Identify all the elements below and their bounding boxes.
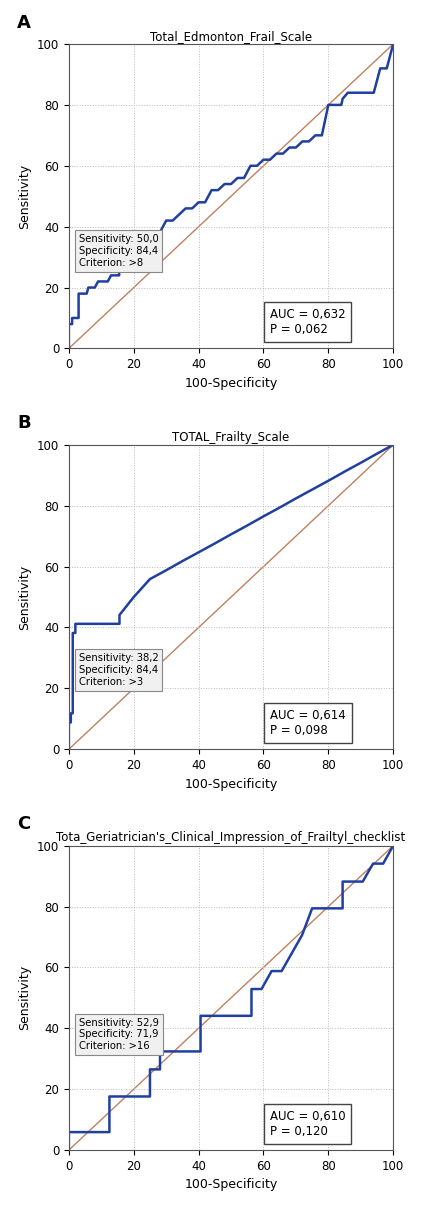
Text: AUC = 0,632
P = 0,062: AUC = 0,632 P = 0,062: [270, 308, 346, 336]
Text: AUC = 0,614
P = 0,098: AUC = 0,614 P = 0,098: [270, 709, 346, 737]
Text: B: B: [17, 414, 31, 432]
X-axis label: 100-Specificity: 100-Specificity: [184, 377, 278, 390]
Text: Sensitivity: 38,2
Specificity: 84,4
Criterion: >3: Sensitivity: 38,2 Specificity: 84,4 Crit…: [79, 654, 158, 686]
Title: Total_Edmonton_Frail_Scale: Total_Edmonton_Frail_Scale: [150, 30, 312, 42]
Y-axis label: Sensitivity: Sensitivity: [19, 965, 31, 1030]
Title: Tota_Geriatrician's_Clinical_Impression_of_Frailtyl_checklist: Tota_Geriatrician's_Clinical_Impression_…: [56, 831, 406, 844]
Text: A: A: [17, 13, 31, 31]
X-axis label: 100-Specificity: 100-Specificity: [184, 1178, 278, 1191]
Y-axis label: Sensitivity: Sensitivity: [19, 564, 31, 629]
Text: Sensitivity: 50,0
Specificity: 84,4
Criterion: >8: Sensitivity: 50,0 Specificity: 84,4 Crit…: [79, 234, 158, 268]
Text: Sensitivity: 52,9
Specificity: 71,9
Criterion: >16: Sensitivity: 52,9 Specificity: 71,9 Crit…: [79, 1018, 159, 1051]
Text: C: C: [17, 815, 30, 834]
Text: AUC = 0,610
P = 0,120: AUC = 0,610 P = 0,120: [270, 1110, 346, 1138]
X-axis label: 100-Specificity: 100-Specificity: [184, 778, 278, 790]
Y-axis label: Sensitivity: Sensitivity: [19, 163, 31, 228]
Title: TOTAL_Frailty_Scale: TOTAL_Frailty_Scale: [173, 431, 290, 443]
